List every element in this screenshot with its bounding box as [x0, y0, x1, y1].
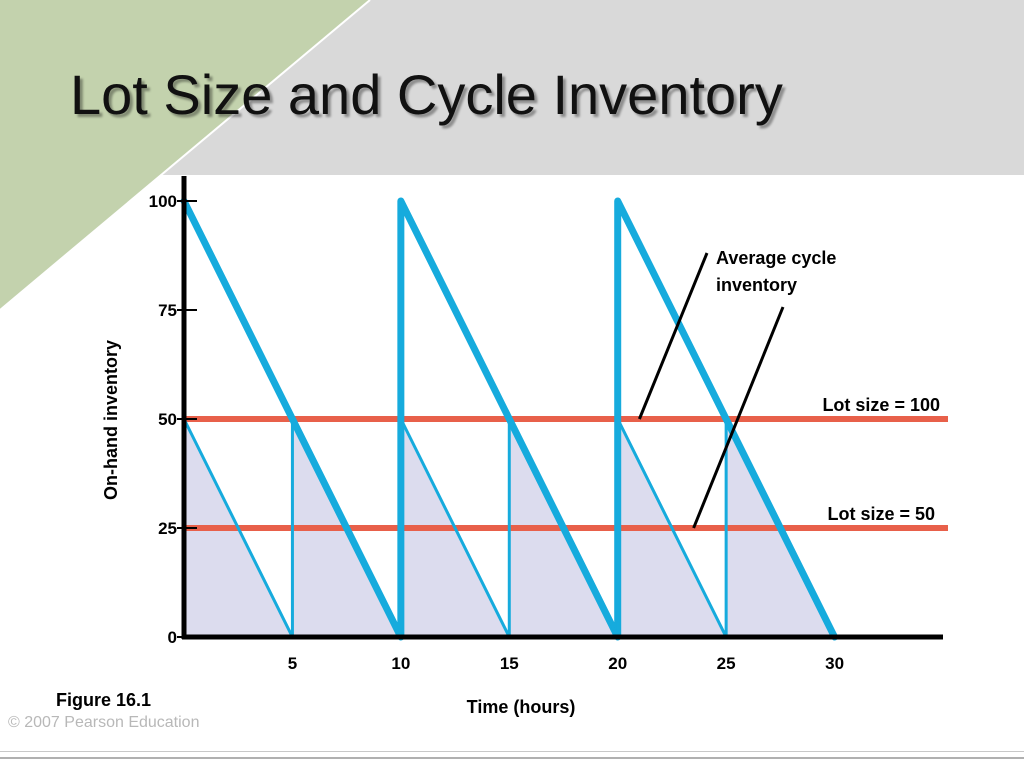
x-tick-label-10: 10 — [391, 654, 410, 673]
y-tick-label-100: 100 — [149, 192, 177, 211]
y-tick-label-25: 25 — [158, 519, 177, 538]
lot-size-100-label: Lot size = 100 — [822, 395, 940, 415]
labels-layer: Time (hours) On-hand inventory Lot size … — [101, 192, 940, 717]
y-tick-label-50: 50 — [158, 410, 177, 429]
lot-size-50-label: Lot size = 50 — [827, 504, 935, 524]
average-cycle-inventory-label: Average cycle inventory — [716, 248, 841, 295]
annotation-pointer-0 — [638, 252, 709, 420]
x-tick-label-5: 5 — [288, 654, 297, 673]
x-axis-title: Time (hours) — [467, 697, 576, 717]
series-layer — [180, 197, 839, 641]
y-tick-label-0: 0 — [168, 628, 177, 647]
average-cycle-inventory-line-2: inventory — [716, 275, 797, 295]
figure-caption: Figure 16.1 — [56, 690, 152, 710]
copyright-notice: © 2007 Pearson Education — [8, 714, 200, 731]
x-tick-label-30: 30 — [825, 654, 844, 673]
x-tick-label-25: 25 — [717, 654, 736, 673]
series-line-1 — [182, 417, 837, 639]
slide-title: Lot Size and Cycle Inventory — [70, 63, 783, 126]
y-axis-title: On-hand inventory — [101, 340, 121, 500]
footer-rule-bottom — [0, 757, 1024, 759]
x-tick-label-20: 20 — [608, 654, 627, 673]
y-tick-label-75: 75 — [158, 301, 177, 320]
average-cycle-inventory-line-1: Average cycle — [716, 248, 836, 268]
x-tick-label-15: 15 — [500, 654, 519, 673]
axes-layer — [177, 176, 943, 640]
corner-diagonal-line — [0, 0, 371, 311]
footer-rule-top — [0, 751, 1024, 752]
annotation-pointer-1 — [692, 306, 785, 529]
